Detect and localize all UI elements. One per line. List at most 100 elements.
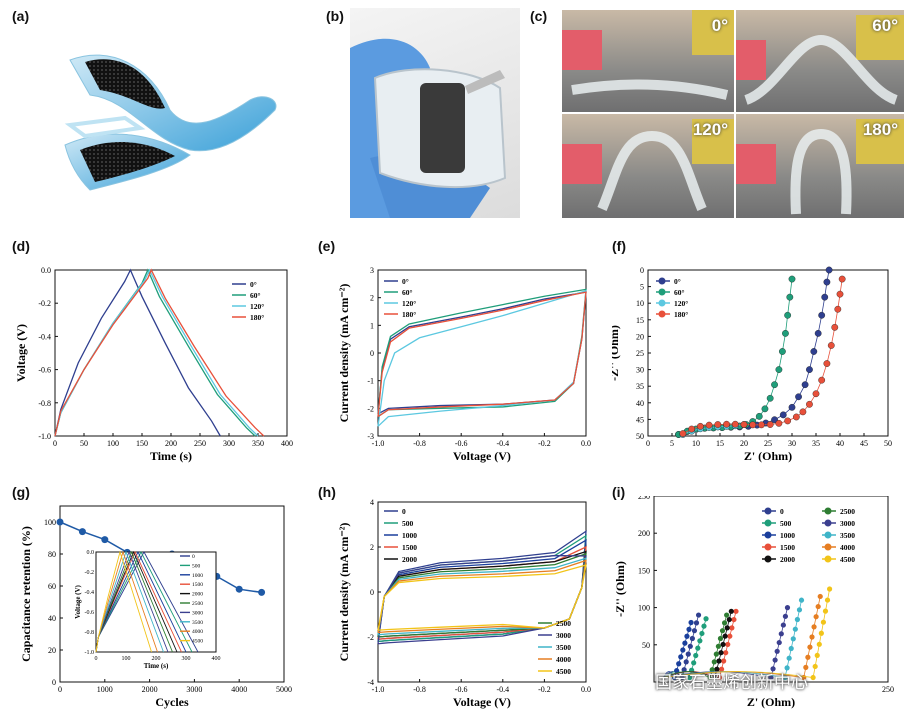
eis-point-1: [788, 275, 796, 283]
eis-point-3: [831, 323, 839, 331]
x-tick-label: 0.0: [581, 685, 591, 694]
x-axis-title: Voltage (V): [453, 449, 511, 463]
x-axis-title: Z' (Ohm): [744, 449, 792, 463]
eis-cycle-point-1: [701, 623, 707, 629]
eis-cycle-point-6: [772, 657, 778, 663]
y-tick-label: -0.4: [38, 332, 51, 341]
eis-point-3: [838, 275, 846, 283]
eis-cycle-point-4: [718, 650, 724, 656]
retention-point: [101, 536, 109, 544]
legend-label: 0°: [402, 277, 409, 286]
eis-cycle-point-9: [812, 663, 818, 670]
y-tick-label: 0: [52, 678, 56, 687]
inset-y-title: Voltage (V): [74, 584, 82, 618]
y-tick-label: 4: [370, 498, 374, 507]
flexible-device-schematic: [64, 54, 277, 191]
eis-cycle-point-9: [814, 652, 820, 659]
y-tick-label: 15: [636, 316, 644, 325]
x-tick-label: 150: [136, 439, 148, 448]
eis-point-3: [812, 390, 820, 398]
gcd-curve-2: [54, 268, 259, 437]
eis-cycle-point-3: [721, 658, 727, 664]
eis-cycle-point-2: [686, 626, 692, 632]
eis-cycle-point-0: [689, 635, 695, 642]
x-axis-title: Cycles: [155, 695, 189, 709]
eis-cycle-point-7: [784, 665, 790, 671]
y-tick-label: 50: [636, 432, 644, 441]
eis-cycle-point-7: [782, 674, 788, 681]
eis-cycle-point-3: [733, 608, 739, 614]
x-tick-label: 3000: [186, 685, 202, 694]
eis-cycle-point-2: [680, 647, 686, 653]
active-layer-bottom: [80, 142, 175, 182]
eis-point-3: [792, 413, 800, 421]
eis-cycle-point-9: [826, 586, 833, 592]
eis-point-3: [749, 421, 757, 429]
eis-cycle-point-2: [678, 654, 684, 660]
chart-cycling-retention: 0 1000 2000 3000 4000 5000020406080100CyclesC…: [19, 505, 292, 709]
x-tick-label: 250: [194, 439, 206, 448]
eis-cycle-point-9: [818, 630, 824, 636]
eis-cycle-point-5: [709, 667, 715, 673]
eis-cycle-point-1: [703, 616, 709, 622]
eis-cycle-point-6: [780, 622, 786, 628]
eis-cycle-point-5: [721, 620, 728, 626]
eis-cycle-point-9: [822, 608, 829, 614]
inset-x-tick: 400: [212, 656, 221, 662]
y-tick-label: 0: [370, 349, 374, 358]
eis-cycle-point-2: [684, 633, 690, 639]
legend-label: 4500: [556, 667, 571, 676]
x-tick-label: 400: [281, 439, 293, 448]
legend-label: 0°: [250, 280, 257, 289]
plot-frame: [377, 501, 587, 683]
eis-cycle-point-7: [796, 607, 803, 613]
x-tick-label: 350: [252, 439, 264, 448]
retention-point: [235, 585, 243, 593]
y-tick-label: 45: [636, 415, 644, 424]
panel-label-e: (e): [318, 238, 336, 254]
eis-cycle-point-2: [682, 640, 688, 646]
legend-label: 120°: [250, 302, 264, 311]
legend-label: 4000: [840, 543, 855, 552]
legend-label: 3500: [556, 643, 571, 652]
eis-cycle-point-4: [716, 658, 722, 664]
legend-label: 3000: [556, 631, 571, 640]
eis-cycle-point-0: [685, 651, 691, 657]
eis-cycle-point-9: [816, 641, 822, 647]
cv-curve-2: [377, 289, 587, 427]
inset-legend-label: 4500: [192, 639, 203, 645]
chart-cv-cycling: -1.0 -0.8 -0.6 -0.4 -0.2 0.0 4 2 0 -2 -4 Voltage (V…: [337, 498, 591, 709]
y-axis-title: Voltage (V): [14, 324, 28, 382]
y-tick-label: 2: [370, 294, 374, 303]
eis-point-1: [778, 348, 786, 355]
eis-point-0: [779, 411, 787, 419]
angle-label-120: 120°: [692, 120, 728, 139]
eis-cycle-point-4: [714, 666, 720, 672]
legend-label: 1500: [780, 543, 795, 552]
eis-point-3: [740, 421, 748, 428]
eis-cycle-point-9: [820, 619, 827, 625]
legend-label: 2000: [402, 555, 417, 564]
watermark-text: 国家石墨烯创新中心: [655, 673, 808, 693]
x-tick-label: 10: [692, 439, 700, 448]
inset-y-tick: -0.6: [85, 610, 95, 616]
bending-photo-120: 120°: [562, 114, 734, 218]
y-tick-label: 25: [636, 349, 644, 358]
y-tick-label: -2: [367, 633, 374, 642]
legend-label: 0: [780, 507, 784, 516]
inset-legend-label: 1500: [192, 582, 203, 588]
eis-cycle-point-8: [815, 603, 821, 610]
angle-label-180: 180°: [862, 120, 898, 139]
eis-point-3: [806, 400, 813, 408]
y-tick-label: 35: [636, 382, 644, 391]
eis-point-0: [795, 393, 802, 401]
x-tick-label: -0.2: [538, 685, 551, 694]
eis-point-1: [761, 405, 769, 413]
eis-point-3: [834, 305, 842, 313]
eis-cycle-point-3: [725, 641, 731, 648]
eis-point-0: [818, 311, 826, 319]
x-tick-label: -0.4: [496, 685, 509, 694]
panel-label-f: (f): [612, 238, 626, 254]
inset-legend-label: 2000: [192, 592, 203, 598]
eis-point-3: [758, 421, 765, 429]
